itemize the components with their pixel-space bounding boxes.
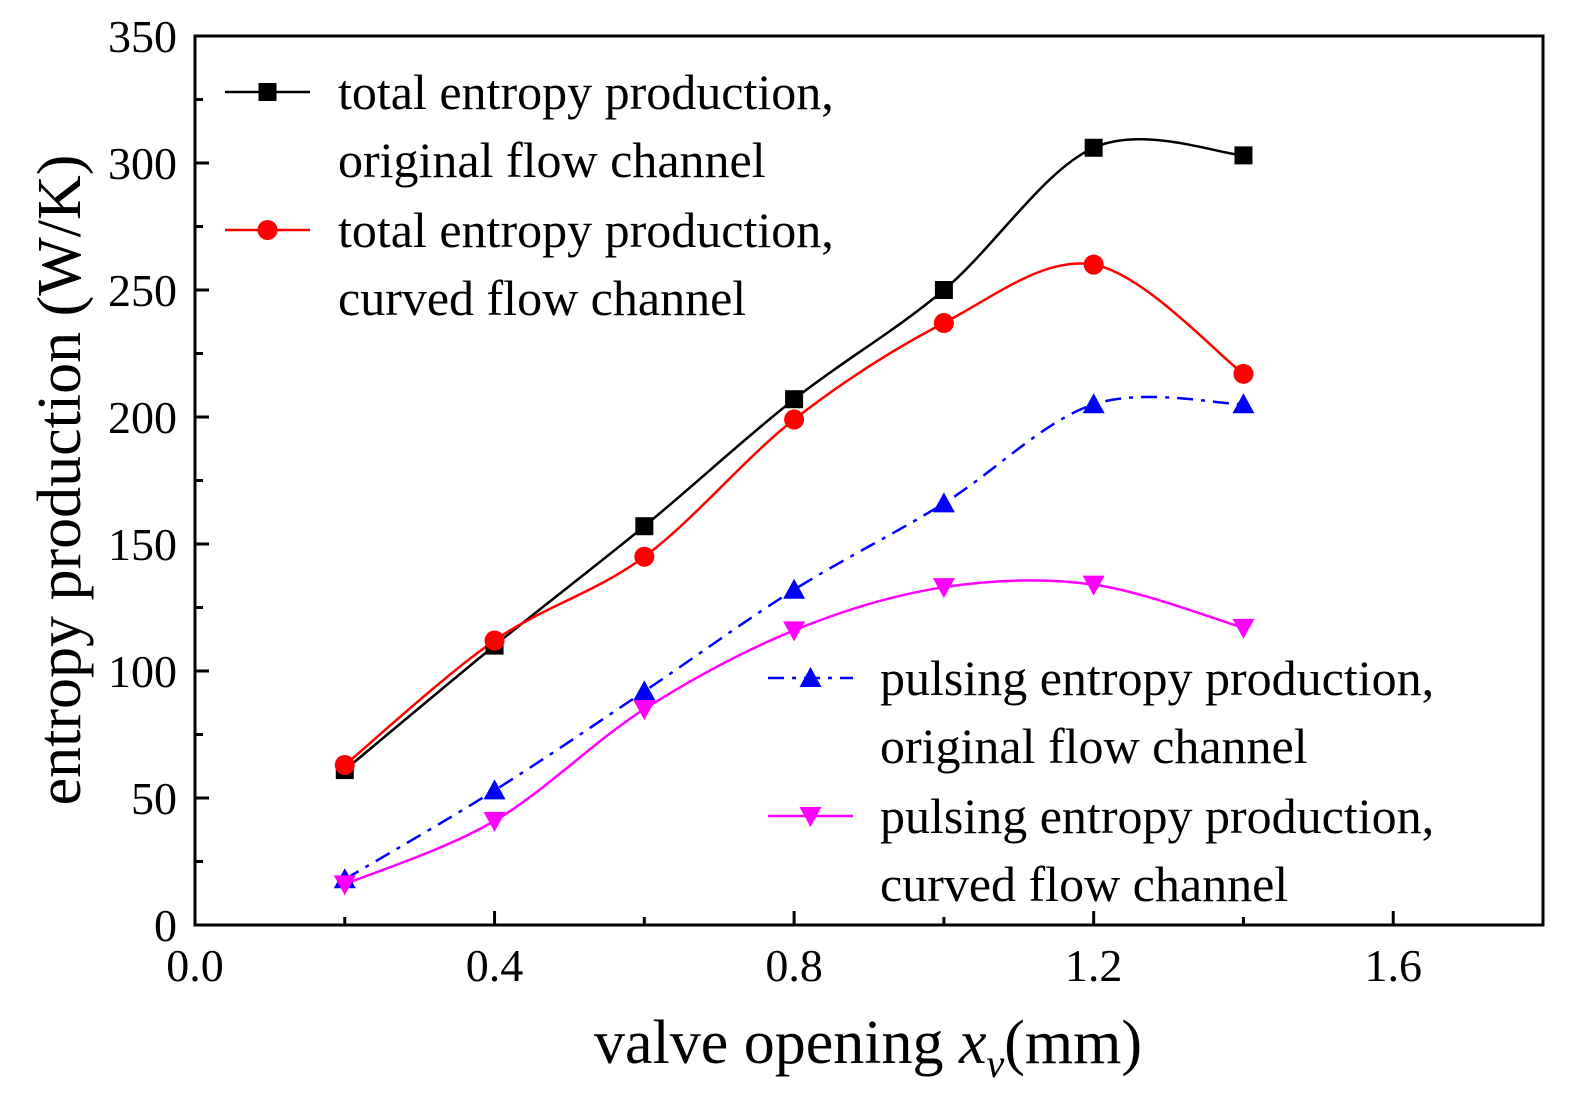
data-point-series-2 xyxy=(933,313,954,334)
data-point-series-4 xyxy=(932,578,955,599)
y-axis-title: entropy production (W/K) xyxy=(26,155,94,806)
x-axis-title-suffix: (mm) xyxy=(1004,1009,1142,1077)
x-tick-label: 0.8 xyxy=(765,940,823,991)
x-tick-label: 1.6 xyxy=(1364,940,1422,991)
y-tick-label: 300 xyxy=(108,138,177,189)
data-point-series-2 xyxy=(634,546,655,567)
data-point-series-3 xyxy=(633,680,656,701)
y-tick-label: 0 xyxy=(154,900,177,951)
data-point-series-1 xyxy=(1234,146,1253,165)
legend-label: curved flow channel xyxy=(338,270,746,326)
legend-label: total entropy production, xyxy=(338,64,834,120)
data-point-series-4 xyxy=(633,700,656,721)
legend-label: original flow channel xyxy=(338,132,766,188)
tick-layer xyxy=(193,34,1395,927)
data-point-series-4 xyxy=(333,875,356,896)
data-point-series-2 xyxy=(334,754,355,775)
data-point-series-3 xyxy=(932,492,955,513)
legend-item-1: total entropy production, original flow c… xyxy=(225,64,834,188)
data-point-series-4 xyxy=(483,811,506,832)
data-point-series-1 xyxy=(635,517,654,536)
legend-item-2: total entropy production, curved flow cha… xyxy=(225,202,834,326)
y-tick-label: 350 xyxy=(108,11,177,62)
data-point-series-1 xyxy=(934,281,953,299)
data-point-series-4 xyxy=(1232,618,1255,639)
x-axis-title: valve opening xv(mm) xyxy=(594,1009,1142,1086)
data-point-series-3 xyxy=(783,578,806,599)
x-axis-title-prefix: valve opening xyxy=(594,1009,959,1077)
data-point-series-2 xyxy=(1083,254,1104,275)
data-point-series-4 xyxy=(783,621,806,642)
legend-item-4: pulsing entropy production, curved flow c… xyxy=(768,788,1434,912)
x-tick-label: 1.2 xyxy=(1065,940,1123,991)
y-tick-label: 150 xyxy=(108,519,177,570)
legend-item-3: pulsing entropy production, original flow… xyxy=(768,650,1434,774)
data-point-series-2 xyxy=(484,630,505,651)
data-point-series-4 xyxy=(1082,575,1105,596)
legend-label: curved flow channel xyxy=(880,856,1288,912)
tick-label-layer: 0.0 0.4 0.8 1.2 1.6 0 50 100 150 200 250 300 350 xyxy=(108,11,1422,991)
marker-layer xyxy=(333,138,1255,896)
y-tick-label: 250 xyxy=(108,265,177,316)
legend-label: total entropy production, xyxy=(338,202,834,258)
x-axis-title-subscript: v xyxy=(987,1041,1005,1086)
data-point-series-1 xyxy=(1084,138,1103,157)
legend-marker xyxy=(258,83,277,101)
legend: total entropy production, original flow c… xyxy=(225,64,1434,912)
legend-marker xyxy=(257,220,278,240)
y-tick-label: 50 xyxy=(131,773,177,824)
legend-marker xyxy=(799,667,822,687)
legend-marker xyxy=(799,807,822,827)
legend-label: original flow channel xyxy=(880,718,1308,774)
y-tick-label: 100 xyxy=(108,646,177,697)
y-tick-label: 200 xyxy=(108,392,177,443)
x-axis-title-variable: x xyxy=(958,1009,987,1077)
legend-label: pulsing entropy production, xyxy=(880,650,1434,706)
data-point-series-2 xyxy=(1233,363,1254,384)
data-point-series-1 xyxy=(785,390,804,409)
data-point-series-2 xyxy=(784,409,805,430)
x-tick-label: 0.4 xyxy=(466,940,524,991)
data-point-series-3 xyxy=(1232,393,1255,414)
data-point-series-3 xyxy=(483,779,506,800)
legend-label: pulsing entropy production, xyxy=(880,788,1434,844)
data-point-series-3 xyxy=(1082,393,1105,414)
x-tick-label: 0.0 xyxy=(166,940,224,991)
